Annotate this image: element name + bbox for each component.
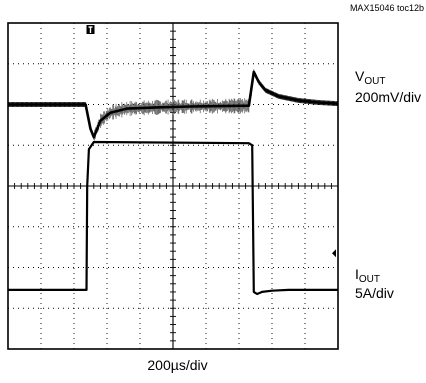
vout-symbol: V: [355, 68, 365, 84]
vout-channel-label: VOUT: [355, 68, 386, 87]
figure-id: MAX15046 toc12b: [349, 3, 424, 13]
iout-channel-label: IOUT: [355, 266, 380, 285]
channel-ground-arrow-icon: [332, 249, 336, 258]
plot-frame: [7, 22, 339, 350]
traces: [7, 69, 339, 296]
iout-trace: [8, 140, 338, 296]
vout-trace: [8, 70, 339, 139]
iout-symbol: I: [355, 266, 359, 282]
markers: [86, 25, 336, 258]
trigger-marker-icon: [86, 25, 95, 34]
graticule: [8, 23, 338, 349]
vout-scale-label: 200mV/div: [355, 89, 422, 105]
iout-subscript: OUT: [358, 274, 380, 285]
iout-scale-label: 5A/div: [355, 285, 394, 301]
vout-subscript: OUT: [364, 76, 386, 87]
timebase-label: 200µs/div: [147, 357, 208, 373]
